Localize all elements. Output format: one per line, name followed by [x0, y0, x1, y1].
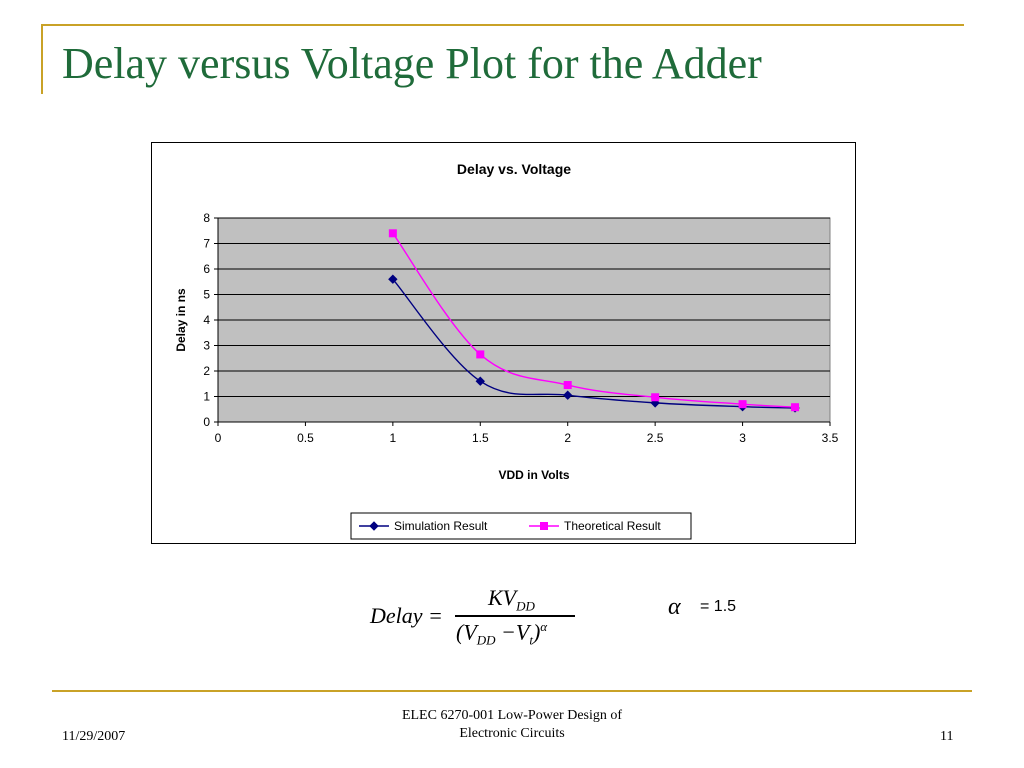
- footer-course: ELEC 6270-001 Low-Power Design of Electr…: [362, 707, 662, 743]
- data-point-s1-3: [651, 393, 660, 402]
- y-tick-label-0: 0: [203, 415, 210, 429]
- formula-lhs: Delay =: [370, 603, 443, 628]
- footer-date: 11/29/2007: [62, 729, 126, 744]
- chart-title: Delay vs. Voltage: [457, 161, 571, 177]
- y-tick-label-6: 6: [203, 262, 210, 276]
- delay-formula: Delay = KVDD (VDD −Vt)α: [370, 585, 585, 655]
- y-tick-label-1: 1: [203, 390, 210, 404]
- data-point-s0-1: [475, 376, 485, 386]
- legend-label-0: Simulation Result: [394, 519, 488, 533]
- legend-marker-1: [540, 522, 548, 530]
- x-axis-label: VDD in Volts: [498, 468, 569, 482]
- footer-course-line2: Electronic Circuits: [459, 726, 565, 741]
- x-tick-label-3.5: 3.5: [822, 431, 839, 445]
- y-tick-label-7: 7: [203, 237, 210, 251]
- y-tick-label-3: 3: [203, 339, 210, 353]
- x-tick-label-1: 1: [390, 431, 397, 445]
- formula-numerator: KVDD: [488, 585, 535, 614]
- formula-den-sub1: DD: [476, 632, 496, 648]
- data-point-s1-2: [563, 381, 572, 390]
- data-point-s1-1: [476, 350, 485, 359]
- delay-voltage-chart: 0 1 2 3 4 5 6 7 8 0 0.5 1 1.5 2 2.5 3 3.5 Delay vs. Volta…: [174, 161, 839, 540]
- title-rule-left: [41, 24, 43, 94]
- x-tick-label-0.5: 0.5: [297, 431, 314, 445]
- data-point-s1-4: [738, 400, 747, 409]
- legend-label-1: Theoretical Result: [564, 519, 661, 533]
- data-point-s0-2: [563, 390, 573, 400]
- alpha-symbol: α: [668, 594, 681, 620]
- formula-numerator-sub: DD: [516, 598, 535, 614]
- formula-numerator-main: KV: [488, 585, 517, 610]
- formula-den-sup: α: [540, 619, 548, 634]
- y-tick-label-5: 5: [203, 288, 210, 302]
- chart-frame: 0 1 2 3 4 5 6 7 8 0 0.5 1 1.5 2 2.5 3 3.5 Delay vs. Volta…: [151, 142, 856, 544]
- slide-title: Delay versus Voltage Plot for the Adder: [62, 39, 762, 88]
- formula-den-open: (V: [456, 619, 477, 645]
- footer-page-number: 11: [940, 729, 954, 744]
- y-tick-label-4: 4: [203, 313, 210, 327]
- footer-rule: [52, 690, 972, 692]
- formula-den-sub2: t: [529, 632, 533, 648]
- formula-den-close: ): [532, 619, 541, 645]
- legend-box: [350, 512, 692, 540]
- x-tick-label-2.5: 2.5: [647, 431, 664, 445]
- x-tick-label-0: 0: [215, 431, 222, 445]
- footer-course-line1: ELEC 6270-001 Low-Power Design of: [401, 708, 623, 723]
- title-rule-top: [41, 24, 964, 26]
- data-point-s1-0: [388, 229, 397, 238]
- x-tick-label-1.5: 1.5: [472, 431, 489, 445]
- data-point-s1-5: [791, 403, 800, 412]
- data-point-s0-0: [388, 274, 398, 284]
- x-tick-label-2: 2: [564, 431, 571, 445]
- formula-denominator: (VDD −Vt)α: [456, 619, 547, 649]
- y-tick-label-2: 2: [203, 364, 210, 378]
- y-axis-label: Delay in ns: [174, 288, 188, 352]
- formula-den-mid: −V: [495, 619, 530, 645]
- alpha-value: = 1.5: [700, 598, 737, 615]
- legend-marker-0: [369, 521, 379, 531]
- x-tick-label-3: 3: [739, 431, 746, 445]
- formula-fraction-bar: [455, 615, 575, 617]
- y-tick-label-8: 8: [203, 211, 210, 225]
